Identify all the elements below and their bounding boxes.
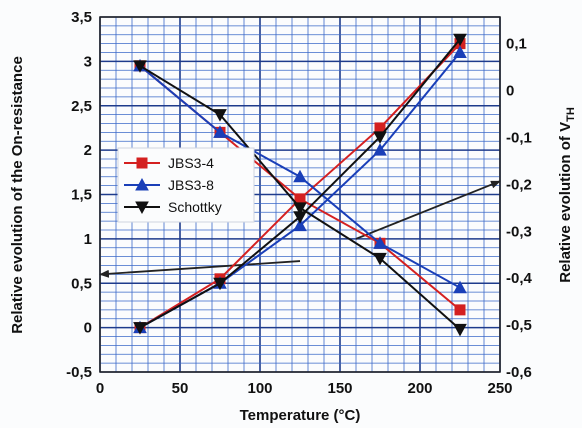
y-left-tick-label: 0 (84, 320, 92, 337)
y-left-tick-label: 2 (84, 142, 92, 159)
y-right-tick-label: -0,1 (506, 129, 532, 146)
data-point-schottky (213, 109, 227, 122)
annotation-arrow (355, 180, 501, 240)
data-point-jbs3-8 (373, 143, 387, 156)
x-axis-label: Temperature (°C) (240, 407, 361, 424)
series-group (133, 33, 467, 337)
y-right-axis-label-main: Relative evolution of V (557, 122, 574, 283)
x-tick-label: 0 (96, 380, 104, 397)
x-tick-label: 100 (247, 380, 272, 397)
x-tick-label: 250 (487, 380, 512, 397)
x-tick-label: 150 (327, 380, 352, 397)
y-left-tick-label: 3 (84, 53, 92, 70)
y-right-tick-label: -0,2 (506, 176, 532, 193)
legend-marker-schottky (135, 201, 149, 215)
data-point-schottky (373, 252, 387, 266)
data-point-schottky (453, 33, 467, 47)
data-point-jbs3-8 (373, 236, 387, 249)
y-right-tick-label: -0,6 (506, 364, 532, 381)
legend-label-schottky: Schottky (168, 199, 222, 215)
y-right-tick-label: -0,4 (506, 270, 533, 287)
legend-label-jbs3-4: JBS3-4 (168, 155, 214, 171)
x-tick-label: 50 (172, 380, 189, 397)
data-point-schottky (453, 323, 467, 337)
data-point-jbs3-8 (453, 280, 467, 294)
data-point-jbs3-8 (293, 169, 307, 183)
data-point-jbs3-4 (454, 304, 466, 316)
y-right-tick-label: -0,3 (506, 223, 532, 240)
data-point-jbs3-8 (213, 125, 227, 138)
legend-marker-jbs3-8 (135, 177, 149, 191)
data-point-schottky (213, 277, 227, 291)
legend-marker-jbs3-4 (136, 157, 148, 169)
legend: JBS3-4 JBS3-8 Schottky (117, 147, 255, 223)
y-left-tick-label: 3,5 (71, 9, 92, 26)
data-point-schottky (133, 60, 147, 73)
x-tick-label: 200 (407, 380, 432, 397)
x-ticks: 0 50 100 150 200 250 (96, 380, 513, 397)
data-point-schottky (373, 131, 387, 144)
annotation-arrows (99, 180, 501, 278)
y-right-tick-label: 0,1 (506, 36, 527, 53)
legend-label-jbs3-8: JBS3-8 (168, 177, 214, 193)
y-left-tick-label: -0,5 (66, 364, 92, 381)
y-right-tick-label: 0 (506, 83, 514, 100)
y-right-tick-label: -0,5 (506, 317, 532, 334)
data-point-jbs3-8 (453, 45, 467, 58)
data-point-jbs3-8 (293, 218, 307, 232)
y-left-tick-label: 1,5 (71, 187, 92, 204)
data-point-schottky (293, 202, 307, 215)
y-left-tick-label: 2,5 (71, 98, 92, 115)
annotation-arrow (99, 260, 301, 278)
y-left-tick-label: 0,5 (71, 275, 92, 292)
y-right-axis-label-sub: TH (565, 107, 577, 122)
y-left-tick-label: 1 (84, 231, 92, 248)
data-point-schottky (133, 322, 147, 335)
y-right-ticks: 0,1 0 -0,1 -0,2 -0,3 -0,4 -0,5 -0,6 (506, 36, 533, 381)
y-left-axis-label: Relative evolution of the On-resistance (9, 56, 26, 334)
y-right-axis-label: Relative evolution of VTH (557, 107, 577, 283)
grid (99, 16, 501, 373)
plot-frame (99, 16, 501, 373)
y-left-ticks: -0,5 0 0,5 1 1,5 2 2,5 3 3,5 (66, 9, 92, 381)
